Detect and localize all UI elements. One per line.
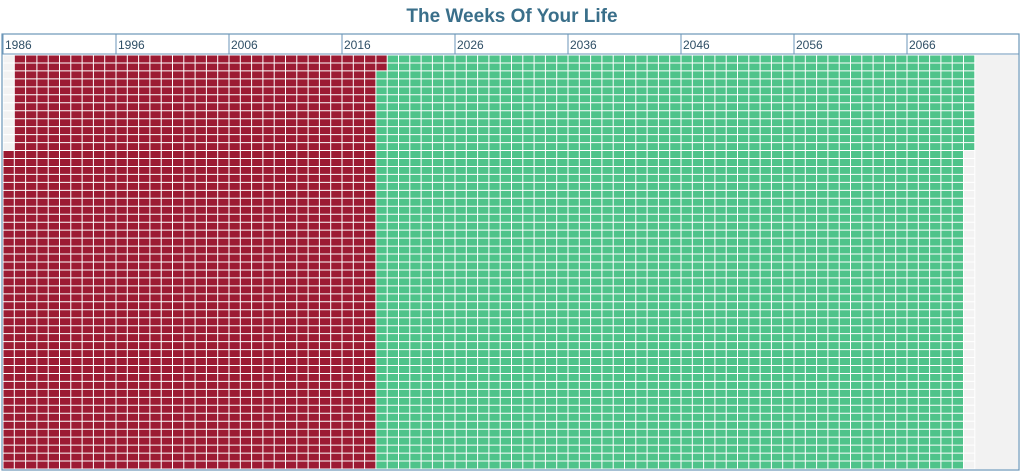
x-tick-label: 2046 [683,38,710,52]
x-tick-label: 1996 [118,38,145,52]
x-tick-label: 2006 [231,38,258,52]
x-tick-label: 2066 [909,38,936,52]
x-tick-label: 2056 [796,38,823,52]
x-tick-label: 2016 [344,38,371,52]
chart-frame [1,33,1020,471]
x-tick-label: 1986 [5,38,32,52]
cell-grid-lines [2,54,976,470]
x-tick-label: 2036 [570,38,597,52]
chart-title: The Weeks Of Your Life [406,6,618,27]
x-tick-label: 2026 [457,38,484,52]
year-axis: 1986 1996 2006 2016 2026 2036 2046 2056 2066 [1,33,1020,471]
